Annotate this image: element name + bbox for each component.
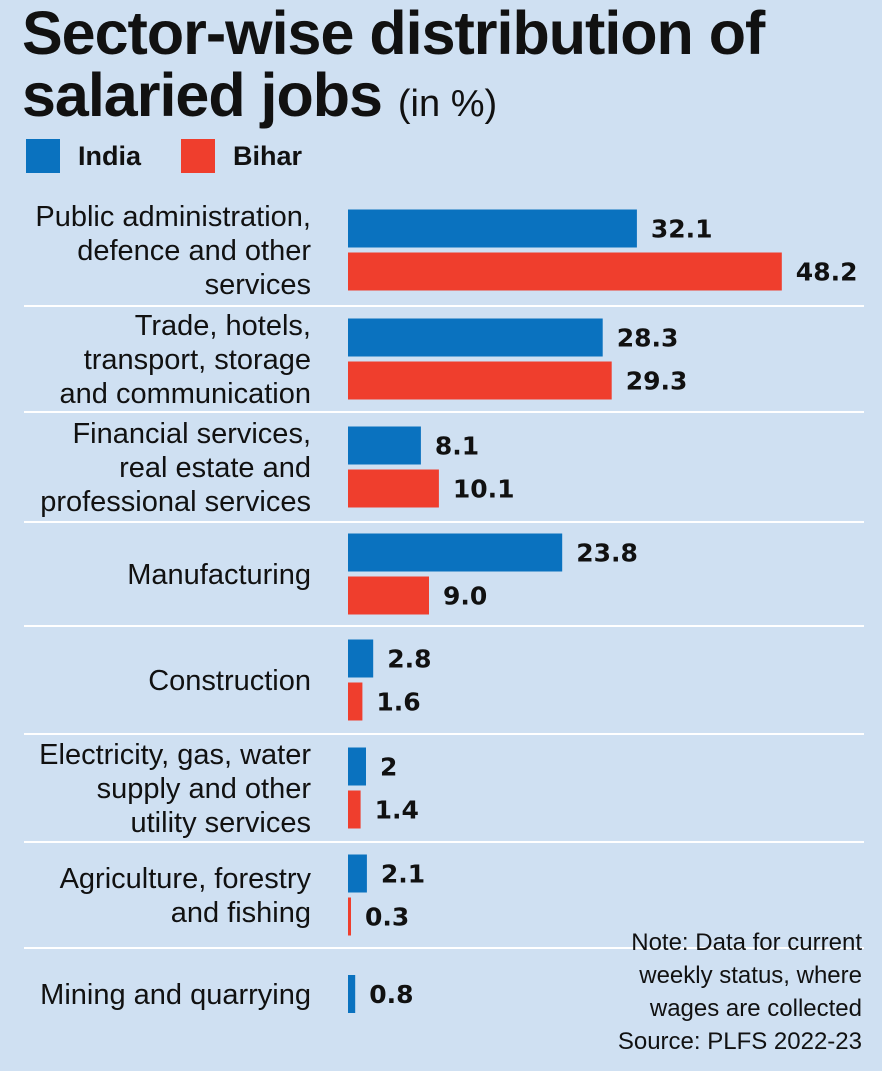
india-value-label: 23.8 xyxy=(576,539,638,568)
india-bar xyxy=(348,209,637,248)
bihar-value-label: 1.4 xyxy=(375,796,419,825)
india-bar xyxy=(348,426,421,465)
legend-swatch-india xyxy=(26,139,60,173)
india-bar xyxy=(348,854,367,893)
category-label: Manufacturing xyxy=(127,559,311,591)
legend-label-bihar: Bihar xyxy=(233,140,303,171)
india-value-label: 2.8 xyxy=(387,645,431,674)
note-source: Source: PLFS 2022-23 xyxy=(617,1028,862,1055)
bihar-value-label: 1.6 xyxy=(376,688,420,717)
category-label: Public administration, xyxy=(35,201,311,233)
chart-title-text: Sector-wise distribution of salaried job… xyxy=(22,0,765,129)
category-label: utility services xyxy=(131,807,312,839)
bihar-bar xyxy=(348,361,612,400)
bihar-bar xyxy=(348,576,429,615)
india-bar xyxy=(348,639,374,678)
category-label: and fishing xyxy=(171,897,311,929)
category-label: defence and other xyxy=(77,235,311,267)
legend: India Bihar xyxy=(26,138,342,174)
legend-label-india: India xyxy=(78,140,142,171)
category-label: services xyxy=(205,269,311,301)
note-line-3: wages are collected xyxy=(649,995,862,1022)
bihar-value-label: 29.3 xyxy=(626,367,688,396)
category-label: and communication xyxy=(60,378,311,410)
india-value-label: 2 xyxy=(380,753,397,782)
category-label: supply and other xyxy=(97,773,312,805)
india-bar xyxy=(348,747,366,786)
bihar-bar xyxy=(348,252,782,291)
india-value-label: 0.8 xyxy=(369,980,413,1009)
bihar-bar xyxy=(348,469,439,508)
india-value-label: 8.1 xyxy=(435,432,479,461)
chart-note: Note: Data for current weekly status, wh… xyxy=(562,926,862,1058)
category-label: professional services xyxy=(40,486,311,518)
legend-item-bihar: Bihar xyxy=(181,139,302,173)
chart-title-unit: (in %) xyxy=(397,83,498,125)
legend-swatch-bihar xyxy=(181,139,216,173)
india-bar xyxy=(348,975,356,1013)
bihar-bar xyxy=(348,790,361,829)
category-label: real estate and xyxy=(119,452,311,484)
category-label: Electricity, gas, water xyxy=(39,739,311,771)
bihar-value-label: 10.1 xyxy=(453,475,515,504)
category-label: Trade, hotels, xyxy=(135,310,311,342)
bihar-value-label: 0.3 xyxy=(365,903,409,932)
bihar-value-label: 48.2 xyxy=(796,258,858,287)
india-bar xyxy=(348,318,603,357)
category-label: transport, storage xyxy=(84,344,311,376)
category-label: Mining and quarrying xyxy=(40,979,311,1011)
category-label: Financial services, xyxy=(72,418,311,450)
category-label: Construction xyxy=(148,665,311,697)
india-value-label: 32.1 xyxy=(651,215,713,244)
bihar-bar xyxy=(348,682,363,721)
note-line-1: Note: Data for current xyxy=(631,929,862,956)
india-value-label: 28.3 xyxy=(617,324,679,353)
note-line-2: weekly status, where xyxy=(639,962,862,989)
india-value-label: 2.1 xyxy=(381,860,425,889)
india-bar xyxy=(348,533,563,572)
legend-item-india: India xyxy=(26,139,141,173)
bihar-bar xyxy=(348,897,351,936)
category-label: Agriculture, forestry xyxy=(60,863,312,895)
chart-title: Sector-wise distribution of salaried job… xyxy=(22,2,872,135)
bihar-value-label: 9.0 xyxy=(443,582,487,611)
